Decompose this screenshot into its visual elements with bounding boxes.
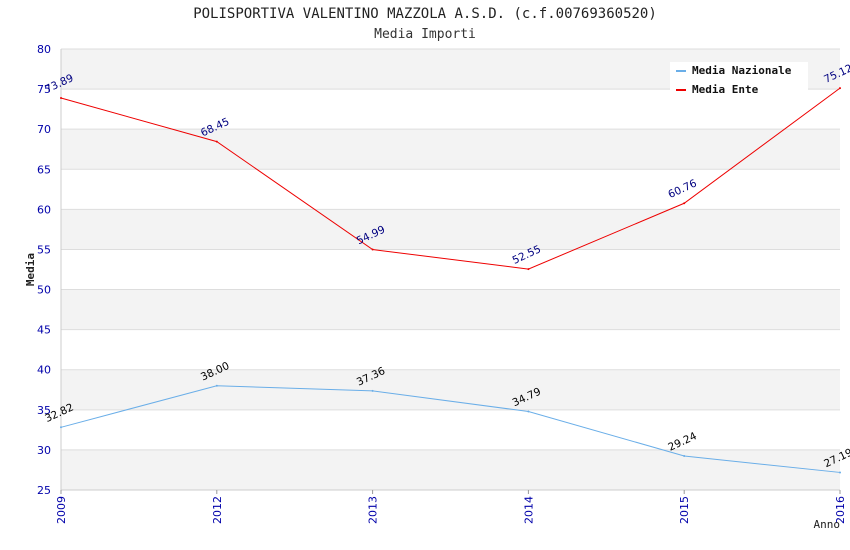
x-tick-label: 2014: [522, 496, 535, 524]
chart-legend: Media Nazionale Media Ente: [670, 62, 808, 100]
y-axis-title: Media: [24, 253, 37, 286]
x-tick-label: 2015: [678, 496, 691, 524]
series-line-ente: [60, 87, 841, 270]
y-tick-label: 45: [37, 324, 51, 337]
y-tick-label: 65: [37, 163, 51, 176]
grid-band: [61, 129, 840, 170]
legend-label-nazionale: Media Nazionale: [692, 64, 792, 77]
grid-band: [61, 449, 840, 490]
data-point: [215, 384, 218, 387]
data-label: 73.89: [43, 72, 75, 96]
y-tick-label: 80: [37, 43, 51, 56]
legend-item-nazionale: Media Nazionale: [676, 63, 791, 79]
data-point: [527, 410, 530, 413]
data-point: [60, 426, 62, 429]
chart-title: POLISPORTIVA VALENTINO MAZZOLA A.S.D. (c…: [193, 6, 657, 22]
x-tick-label: 2009: [55, 496, 68, 524]
grid-band: [61, 369, 840, 410]
legend-swatch-ente: [676, 89, 686, 91]
x-tick-label: 2016: [834, 496, 847, 524]
series-line-nazionale: [60, 385, 841, 473]
legend-label-ente: Media Ente: [692, 83, 759, 96]
y-tick-label: 40: [37, 364, 51, 377]
data-point: [839, 471, 841, 474]
data-point: [527, 268, 530, 271]
data-point: [215, 140, 218, 143]
y-tick-label: 50: [37, 284, 51, 297]
y-tick-label: 25: [37, 484, 51, 497]
data-point: [683, 202, 686, 205]
y-tick-label: 55: [37, 243, 51, 256]
grid-band: [61, 209, 840, 250]
data-point: [839, 87, 841, 90]
data-point: [60, 96, 62, 99]
data-label: 60.76: [666, 177, 699, 201]
data-point: [683, 455, 686, 458]
x-axis-title: Anno: [814, 518, 841, 531]
y-tick-label: 60: [37, 203, 51, 216]
y-tick-label: 35: [37, 404, 51, 417]
data-point: [371, 389, 374, 392]
chart-subtitle: Media Importi: [374, 27, 476, 42]
x-tick-label: 2012: [211, 496, 224, 524]
legend-item-ente: Media Ente: [676, 82, 758, 98]
data-point: [371, 248, 374, 251]
y-tick-label: 75: [37, 83, 51, 96]
grid-band: [61, 289, 840, 330]
y-tick-label: 70: [37, 123, 51, 136]
legend-swatch-nazionale: [676, 70, 686, 72]
y-tick-label: 30: [37, 444, 51, 457]
x-tick-label: 2013: [367, 496, 380, 524]
